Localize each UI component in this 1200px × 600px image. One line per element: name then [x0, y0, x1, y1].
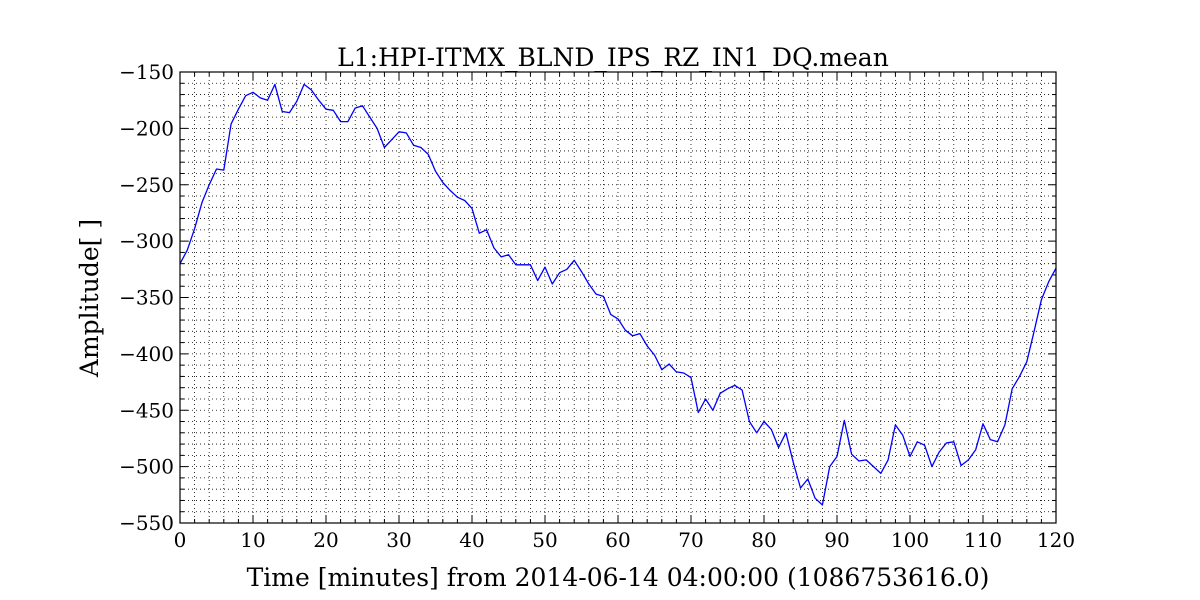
- y-tick-label: −450: [119, 398, 174, 422]
- x-tick-labels: 0 10 20 30 40 50 60 70 80 90 100 110 120: [174, 528, 1075, 552]
- y-tick-labels: −150 −200 −250 −300 −350 −400 −450 −500 −550: [119, 60, 174, 535]
- x-tick-label: 60: [605, 528, 630, 552]
- x-tick-label: 50: [532, 528, 557, 552]
- y-tick-label: −150: [119, 60, 174, 84]
- y-tick-label: −300: [119, 229, 174, 253]
- x-tick-label: 90: [824, 528, 849, 552]
- series-layer: [179, 83, 1057, 506]
- x-tick-label: 70: [678, 528, 703, 552]
- y-tick-label: −250: [119, 173, 174, 197]
- chart-title: L1:HPI-ITMX_BLND_IPS_RZ_IN1_DQ.mean: [337, 43, 889, 72]
- series-line: [179, 83, 1057, 506]
- x-tick-label: 100: [891, 528, 929, 552]
- x-tick-label: 0: [174, 528, 187, 552]
- y-tick-label: −500: [119, 455, 174, 479]
- y-tick-label: −200: [119, 116, 174, 140]
- y-axis-label: Amplitude[ ]: [75, 219, 104, 378]
- minor-ticks: [180, 72, 1056, 523]
- x-axis-label: Time [minutes] from 2014-06-14 04:00:00 …: [247, 563, 990, 592]
- x-tick-label: 80: [751, 528, 776, 552]
- plot-frame: [179, 71, 1057, 524]
- x-tick-label: 110: [964, 528, 1002, 552]
- x-tick-label: 30: [386, 528, 411, 552]
- y-tick-label: −350: [119, 286, 174, 310]
- grid: [179, 71, 1057, 524]
- y-tick-label: −400: [119, 342, 174, 366]
- x-tick-label: 10: [240, 528, 265, 552]
- x-tick-label: 40: [459, 528, 484, 552]
- x-tick-label: 20: [313, 528, 338, 552]
- x-tick-label: 120: [1037, 528, 1075, 552]
- y-tick-label: −550: [119, 511, 174, 535]
